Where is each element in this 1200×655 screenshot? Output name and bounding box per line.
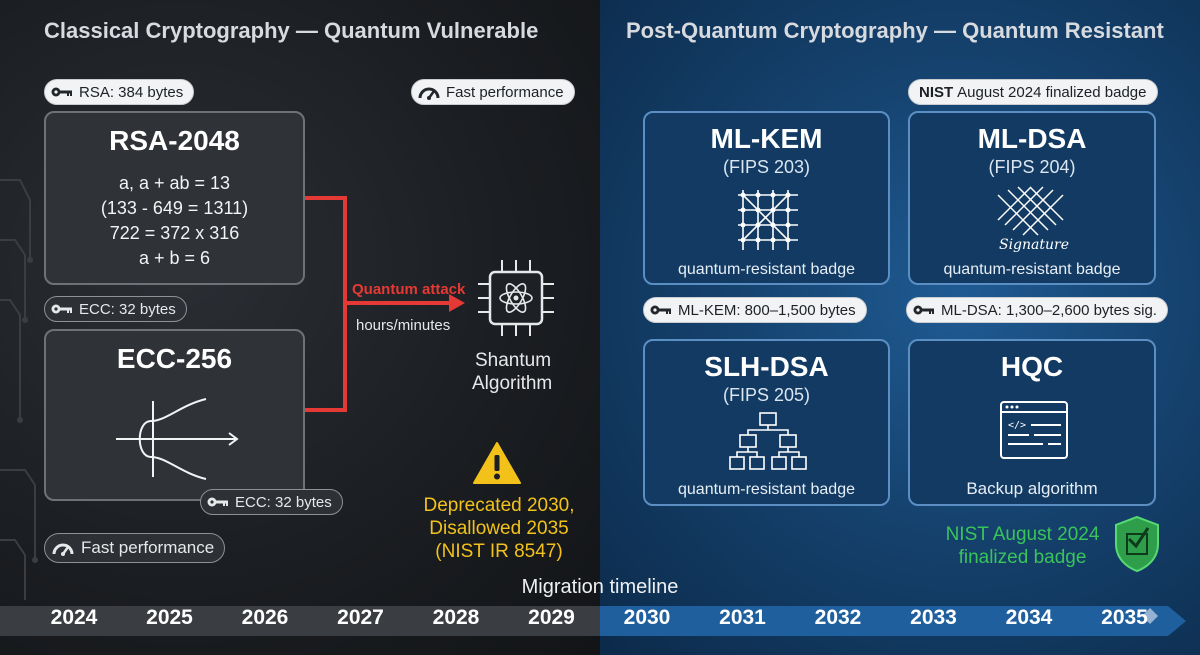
ml-dsa-size-pill: ML-DSA: 1,300–2,600 bytes sig. (906, 297, 1168, 323)
warning-icon (473, 442, 521, 484)
ecc-title: ECC-256 (116, 343, 233, 374)
ecc-256-card: ECC-256 (44, 329, 305, 501)
timeline-label: Migration timeline (521, 576, 679, 598)
ecc-size-label-bottom: ECC: 32 bytes (235, 493, 332, 511)
rsa-equation-1: a, a + ab = 13 (118, 173, 231, 193)
signature-text: Signature (999, 237, 1069, 253)
quantum-chip-icon (478, 260, 554, 336)
fast-performance-label-top: Fast performance (446, 83, 564, 101)
timeline-year: 2035 (1101, 606, 1148, 629)
circuit-traces-decoration (0, 179, 38, 600)
timeline-year: 2025 (146, 606, 193, 629)
slh-dsa-title: SLH-DSA (704, 351, 829, 382)
quantum-attack-label: Quantum attack (352, 281, 466, 298)
timeline-year: 2028 (432, 606, 480, 629)
speedometer-icon (51, 539, 75, 557)
nist-final-line1: NIST August 2024 (945, 524, 1100, 545)
key-icon (650, 304, 672, 316)
algorithm-label-line2: Algorithm (472, 373, 553, 394)
shield-check-icon (1115, 515, 1159, 573)
rsa-equation-2: (133 - 649 = 1311) (100, 198, 249, 218)
code-window-icon: </> (1000, 401, 1068, 459)
rsa-equation-4: a + b = 6 (138, 248, 211, 268)
ecc-size-pill-top: ECC: 32 bytes (44, 296, 187, 322)
key-icon (913, 304, 935, 316)
ml-kem-title: ML-KEM (710, 123, 823, 154)
nist-pill-rest: August 2024 finalized badge (957, 83, 1147, 101)
rsa-2048-card: RSA-2048 a, a + ab = 13 (133 - 649 = 131… (44, 111, 305, 285)
key-icon (51, 86, 73, 98)
post-quantum-panel (600, 0, 1200, 655)
timeline-year: 2034 (1005, 606, 1053, 629)
hqc-card: HQC </> Backup algorithm (908, 339, 1156, 506)
quantum-attack-connector (305, 196, 465, 412)
timeline-year: 2031 (719, 606, 766, 629)
speedometer-icon (418, 83, 440, 101)
rsa-size-pill: RSA: 384 bytes (44, 79, 195, 105)
algorithm-label-line1: Shantum (475, 350, 552, 371)
hqc-title: HQC (1000, 351, 1064, 382)
timeline-year: 2030 (623, 606, 671, 629)
signature-lattice-icon: Signature (997, 186, 1069, 253)
slh-dsa-fips: (FIPS 205) (722, 385, 811, 405)
fast-performance-pill-top: Fast performance (411, 79, 575, 105)
fast-performance-pill-bottom: Fast performance (44, 533, 226, 563)
timeline-year: 2029 (528, 606, 575, 629)
ml-dsa-title: ML-DSA (977, 123, 1087, 154)
key-icon (207, 496, 229, 508)
timeline-year: 2032 (814, 606, 862, 629)
ml-dsa-badge: quantum-resistant badge (943, 261, 1121, 278)
ml-dsa-size-label: ML-DSA: 1,300–2,600 bytes sig. (941, 301, 1157, 319)
ml-kem-fips: (FIPS 203) (722, 157, 811, 177)
ml-kem-badge: quantum-resistant badge (678, 261, 855, 278)
deprecation-line2: Disallowed 2035 (429, 518, 569, 539)
attack-time-label: hours/minutes (356, 317, 451, 334)
timeline-year: 2026 (241, 606, 289, 629)
slh-dsa-card: SLH-DSA (FIPS 205) quantum-resistant bad… (643, 339, 890, 506)
migration-timeline-bar (0, 606, 1186, 636)
ml-kem-size-pill: ML-KEM: 800–1,500 bytes (643, 297, 867, 323)
ml-dsa-fips: (FIPS 204) (988, 157, 1076, 177)
timeline-year: 2033 (910, 606, 957, 629)
hash-tree-icon (729, 412, 807, 470)
nist-pill-bold: NIST (919, 83, 954, 101)
ecc-size-pill-bottom: ECC: 32 bytes (200, 489, 343, 515)
svg-text:</>: </> (1008, 420, 1026, 431)
ecc-size-label-top: ECC: 32 bytes (79, 300, 176, 318)
rsa-equation-3: 722 = 372 x 316 (109, 223, 240, 243)
ml-dsa-card: ML-DSA (FIPS 204) Signature quantum-resi… (908, 111, 1156, 285)
hqc-badge: Backup algorithm (966, 479, 1098, 498)
lattice-icon (738, 190, 798, 250)
rsa-title: RSA-2048 (109, 125, 240, 156)
ml-kem-size-label: ML-KEM: 800–1,500 bytes (678, 301, 856, 319)
ml-kem-card: ML-KEM (FIPS 203) quantum-resistant badg… (643, 111, 890, 285)
slh-dsa-badge: quantum-resistant badge (678, 481, 855, 498)
fast-performance-label-bottom: Fast performance (81, 538, 215, 557)
key-icon (51, 303, 73, 315)
timeline-year: 2027 (337, 606, 384, 629)
deprecation-line3: (NIST IR 8547) (435, 541, 563, 562)
elliptic-curve-icon (116, 398, 239, 480)
rsa-size-label: RSA: 384 bytes (79, 83, 184, 101)
post-quantum-heading: Post-Quantum Cryptography — Quantum Resi… (626, 18, 1164, 43)
timeline-year: 2024 (50, 606, 98, 629)
classical-heading: Classical Cryptography — Quantum Vulnera… (44, 18, 539, 43)
deprecation-line1: Deprecated 2030, (423, 495, 575, 516)
nist-finalized-pill: NIST August 2024 finalized badge (908, 79, 1158, 105)
nist-final-line2: finalized badge (958, 547, 1087, 568)
